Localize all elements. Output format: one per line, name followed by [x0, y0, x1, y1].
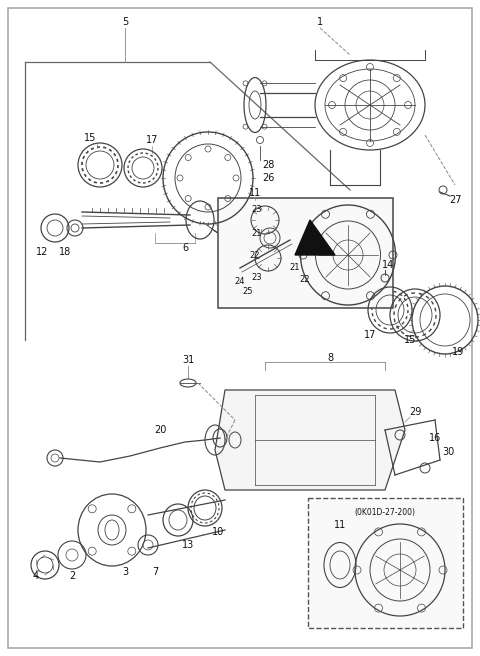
Bar [308, 498, 463, 628]
Text: 26: 26 [262, 173, 274, 183]
Text: 19: 19 [452, 347, 464, 357]
Text: 15: 15 [84, 133, 96, 143]
Text: 7: 7 [152, 567, 158, 577]
Text: 29: 29 [409, 407, 421, 417]
Text: 28: 28 [262, 160, 274, 170]
Polygon shape [295, 220, 335, 255]
Text: 2: 2 [69, 571, 75, 581]
Text: 11: 11 [249, 188, 261, 198]
Text: 14: 14 [382, 260, 394, 270]
Text: 6: 6 [182, 243, 188, 253]
Text: 16: 16 [429, 433, 441, 443]
Text: 27: 27 [449, 195, 461, 205]
Text: 24: 24 [235, 277, 245, 287]
Text: 31: 31 [182, 355, 194, 365]
Bar [218, 198, 393, 308]
Text: 13: 13 [182, 540, 194, 550]
Text: (0K01D-27-200): (0K01D-27-200) [355, 508, 416, 516]
Text: 11: 11 [334, 520, 346, 530]
Text: 12: 12 [36, 247, 48, 257]
Text: 4: 4 [33, 571, 39, 581]
Polygon shape [215, 390, 405, 490]
Text: 1: 1 [317, 17, 323, 27]
Text: 23: 23 [252, 274, 262, 283]
Text: 21: 21 [290, 264, 300, 272]
Text: 17: 17 [146, 135, 158, 145]
Text: 30: 30 [442, 447, 454, 457]
Text: 23: 23 [252, 205, 262, 215]
Text: 21: 21 [252, 228, 262, 237]
Text: 17: 17 [364, 330, 376, 340]
Text: 15: 15 [404, 335, 416, 345]
Text: 25: 25 [243, 287, 253, 297]
Text: 3: 3 [122, 567, 128, 577]
Text: 18: 18 [59, 247, 71, 257]
Text: 22: 22 [250, 251, 260, 260]
Text: 5: 5 [122, 17, 128, 27]
Text: 22: 22 [300, 276, 310, 285]
Text: 20: 20 [154, 425, 166, 435]
Text: 10: 10 [212, 527, 224, 537]
Text: 8: 8 [327, 353, 333, 363]
